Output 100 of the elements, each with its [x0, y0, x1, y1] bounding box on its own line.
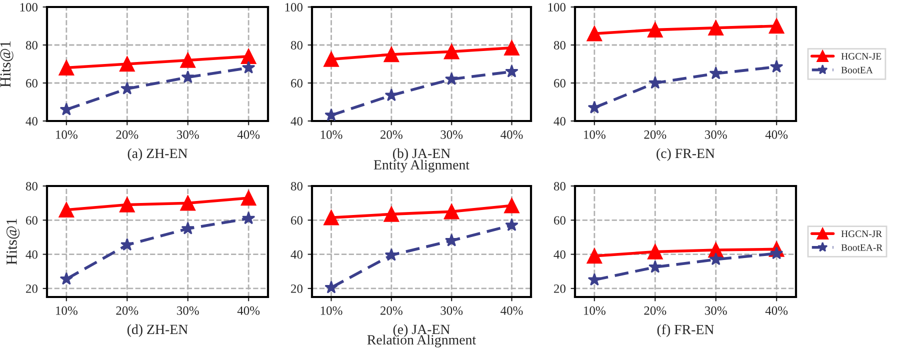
- x-axis-title: (d) ZH-EN: [127, 324, 188, 337]
- y-tick-label: 20: [554, 284, 566, 293]
- y-tick-label: 40: [290, 117, 302, 126]
- point: [648, 260, 662, 273]
- x-tick-label: 20%: [380, 130, 402, 139]
- y-tick-label: 80: [290, 182, 302, 190]
- point: [324, 210, 339, 226]
- point: [444, 44, 460, 60]
- point: [770, 60, 784, 73]
- point: [120, 197, 135, 212]
- y-tick-label: 60: [554, 216, 566, 225]
- x-tick-label: 30%: [177, 130, 199, 139]
- y-tick-label: 40: [554, 250, 566, 259]
- y-tick-label: 60: [291, 79, 302, 88]
- point: [505, 64, 518, 78]
- point: [324, 52, 339, 67]
- point: [384, 248, 398, 261]
- x-tick-label: 10%: [320, 130, 342, 139]
- y-axis-title: Hits@1: [0, 41, 14, 88]
- y-tick-label: 40: [26, 117, 38, 126]
- point: [384, 46, 400, 62]
- x-axis-title: (f) FR-EN: [657, 324, 714, 338]
- x-tick-label: 30%: [177, 306, 199, 315]
- point: [242, 212, 256, 224]
- point: [242, 60, 256, 74]
- point: [181, 70, 194, 84]
- legend-label: BootEA: [841, 66, 873, 74]
- x-tick-label: 30%: [705, 306, 727, 315]
- point: [444, 204, 460, 220]
- text: Entity Alignment: [374, 160, 470, 172]
- y-tick-label: 80: [26, 41, 38, 50]
- legend-label: HGCN-JE: [841, 53, 882, 60]
- x-axis-title: (c) FR-EN: [656, 148, 715, 161]
- point: [504, 40, 520, 56]
- x-tick-label: 30%: [440, 306, 463, 315]
- x-tick-label: 30%: [440, 130, 463, 139]
- point: [768, 18, 784, 34]
- point: [60, 102, 74, 116]
- legend-label: HGCN-JR: [841, 230, 882, 238]
- point: [324, 280, 338, 294]
- point: [58, 202, 74, 218]
- point: [770, 246, 784, 260]
- y-tick-label: 60: [26, 216, 38, 225]
- x-tick-label: 20%: [644, 306, 666, 315]
- x-axis-title: (a) ZH-EN: [128, 148, 188, 161]
- point: [504, 198, 520, 214]
- y-tick-label: 100: [20, 3, 38, 12]
- x-tick-label: 20%: [380, 306, 402, 315]
- point: [648, 22, 663, 38]
- x-tick-label: 40%: [500, 306, 523, 315]
- y-tick-label: 60: [554, 79, 566, 88]
- point: [120, 82, 134, 94]
- legend-label: BootEA-R: [841, 244, 883, 251]
- point: [588, 272, 602, 286]
- point: [444, 72, 458, 85]
- point: [384, 88, 398, 102]
- point: [120, 56, 135, 72]
- point: [324, 108, 338, 121]
- x-tick-label: 40%: [237, 130, 260, 139]
- point: [120, 238, 134, 251]
- x-tick-label: 10%: [56, 130, 78, 139]
- y-tick-label: 40: [290, 250, 302, 259]
- point: [586, 26, 602, 42]
- y-tick-label: 100: [285, 3, 302, 12]
- point: [708, 20, 724, 36]
- point: [648, 76, 662, 89]
- y-tick-label: 20: [291, 284, 302, 293]
- x-axis-title: (b) JA-EN: [392, 148, 450, 161]
- y-tick-label: 80: [290, 41, 302, 50]
- text: Relation Alignment: [367, 334, 476, 348]
- x-tick-label: 30%: [705, 130, 727, 139]
- point: [181, 222, 194, 234]
- point: [505, 218, 518, 232]
- point: [588, 100, 602, 114]
- x-tick-label: 20%: [116, 306, 138, 315]
- point: [58, 60, 74, 76]
- point: [240, 190, 256, 206]
- x-tick-label: 40%: [237, 306, 260, 315]
- y-tick-label: 60: [26, 79, 38, 88]
- y-tick-label: 20: [26, 284, 38, 293]
- y-tick-label: 80: [554, 182, 566, 190]
- y-tick-label: 40: [554, 117, 566, 126]
- x-tick-label: 10%: [584, 130, 606, 139]
- x-tick-label: 20%: [644, 130, 666, 139]
- point: [648, 244, 663, 260]
- x-tick-label: 40%: [500, 130, 523, 139]
- y-tick-label: 80: [554, 41, 566, 50]
- point: [180, 52, 196, 68]
- x-tick-label: 20%: [116, 130, 138, 139]
- y-tick-label: 40: [26, 250, 38, 259]
- x-tick-label: 40%: [765, 306, 788, 315]
- y-axis-title: Hits@1: [6, 218, 20, 265]
- point: [384, 206, 400, 222]
- x-tick-label: 10%: [56, 306, 78, 315]
- point: [180, 195, 196, 211]
- point: [709, 252, 722, 266]
- point: [240, 48, 256, 64]
- x-tick-label: 10%: [584, 306, 606, 315]
- x-tick-label: 10%: [320, 306, 342, 315]
- y-tick-label: 60: [291, 216, 302, 225]
